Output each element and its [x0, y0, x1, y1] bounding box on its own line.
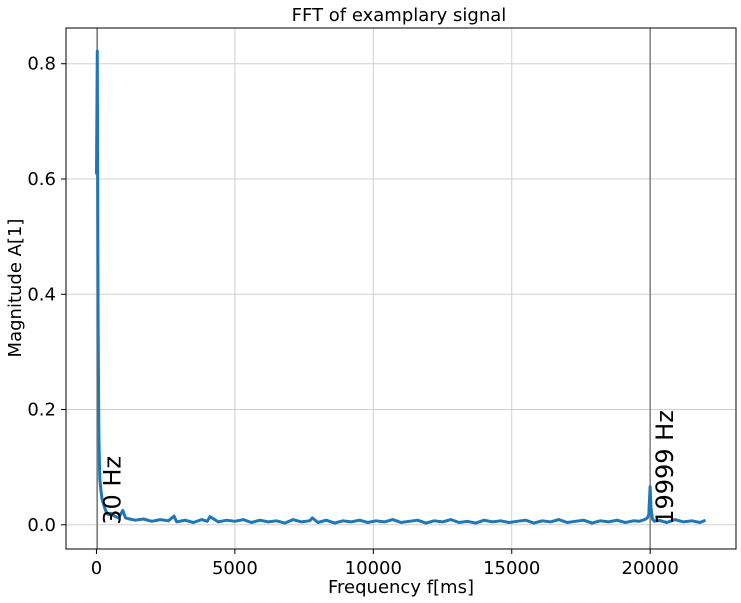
- y-tick-label: 0.0: [27, 515, 56, 536]
- x-tick-label: 15000: [483, 558, 540, 579]
- y-ticks: 0.0 0.2 0.4 0.6 0.8: [27, 54, 66, 536]
- grid: [66, 28, 736, 549]
- reference-line-label: 30 Hz: [98, 456, 126, 525]
- x-tick-label: 0: [91, 558, 102, 579]
- y-tick-label: 0.6: [27, 169, 56, 190]
- series-group: [95, 49, 707, 525]
- x-tick-label: 5000: [212, 558, 258, 579]
- y-tick-label: 0.4: [27, 284, 56, 305]
- x-tick-label: 10000: [345, 558, 402, 579]
- reference-line-label: 19999 Hz: [651, 410, 679, 525]
- x-ticks: 0 5000 10000 15000 20000: [91, 549, 679, 579]
- x-tick-label: 20000: [622, 558, 679, 579]
- annotations: 30 Hz 19999 Hz: [98, 410, 679, 525]
- y-axis-label: Magnitude A[1]: [5, 219, 26, 358]
- x-axis-label: Frequency f[ms]: [328, 577, 474, 598]
- series-line: [95, 49, 707, 525]
- plot-frame: [65, 27, 737, 550]
- chart-title: FFT of examplary signal: [292, 5, 507, 26]
- y-tick-label: 0.2: [27, 400, 56, 421]
- y-tick-label: 0.8: [27, 54, 56, 75]
